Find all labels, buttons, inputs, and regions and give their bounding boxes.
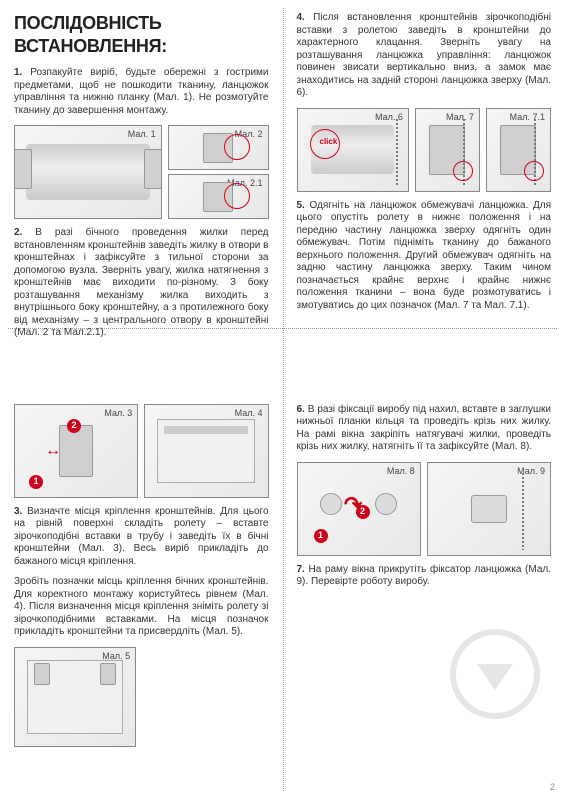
badge-2: 2 — [67, 419, 81, 433]
step-4-num: 4. — [297, 12, 305, 23]
step-4-text: 4. Після встановлення кронштейнів зірочк… — [297, 12, 552, 100]
illus-7-1: Мал. 7.1 — [486, 108, 551, 192]
illus-row-1: Мал. 1 Мал. 2 Мал. 2.1 — [14, 125, 269, 219]
step-1-body: Розпакуйте виріб, будьте обережні з гост… — [14, 67, 269, 116]
illus-1-label: Мал. 1 — [128, 129, 156, 140]
illus-4: Мал. 4 — [144, 404, 268, 498]
step-5-text: 5. Одягніть на ланцюжок обмежувачі ланцю… — [297, 200, 552, 313]
fixator-graphic — [471, 495, 507, 523]
bracket-left — [14, 149, 32, 189]
illus-7: Мал. 7 — [415, 108, 480, 192]
frame-graphic — [157, 419, 255, 483]
illus-3-label: Мал. 3 — [104, 408, 132, 419]
frame-graphic — [27, 660, 123, 734]
step-1-text: 1. Розпакуйте виріб, будьте обережні з г… — [14, 67, 269, 117]
circle-mark — [453, 161, 473, 181]
illus-8-label: Мал. 8 — [387, 466, 415, 477]
illus-6: Мал. 6 click — [297, 108, 409, 192]
step-2-text: 2. В разі бічного проведення жилки перед… — [14, 227, 269, 340]
quadrant-top-right: 4. Після встановлення кронштейнів зірочк… — [283, 0, 565, 392]
step-6-body: В разі фіксації виробу під нахил, вставт… — [297, 404, 552, 453]
illus-9: Мал. 9 — [427, 462, 551, 556]
illus-4-label: Мал. 4 — [235, 408, 263, 419]
step-6-num: 6. — [297, 404, 305, 415]
illus-5: Мал. 5 — [14, 647, 136, 747]
bracket-right — [144, 149, 162, 189]
rail-graphic — [164, 426, 248, 434]
ring-graphic — [375, 493, 397, 515]
illus-1: Мал. 1 — [14, 125, 162, 219]
arrow-icon: ↔ — [45, 441, 61, 461]
step-7-body: На раму вікна прикрутіть фіксатор ланцюж… — [297, 564, 552, 588]
illus-6-label: Мал. 6 — [375, 112, 403, 123]
step-5-body: Одягніть на ланцюжок обмежувачі ланцюжка… — [297, 200, 552, 311]
circle-mark — [224, 183, 250, 209]
illus-71-label: Мал. 7.1 — [510, 112, 545, 123]
quadrant-bottom-left: Мал. 3 ↔ 1 2 Мал. 4 3. Визначте місця кр… — [0, 392, 283, 799]
ring-graphic — [320, 493, 342, 515]
step-2-num: 2. — [14, 227, 22, 238]
quadrant-bottom-right: 6. В разі фіксації виробу під нахил, вст… — [283, 392, 565, 799]
quadrant-top-left: ПОСЛІДОВНІСТЬ ВСТАНОВЛЕННЯ: 1. Розпакуйт… — [0, 0, 283, 392]
illus-2-1: Мал. 2.1 — [168, 174, 269, 219]
chain-graphic — [396, 119, 398, 186]
step-2-body: В разі бічного проведення жилки перед вс… — [14, 227, 269, 338]
illus-7-label: Мал. 7 — [446, 112, 474, 123]
circle-mark — [524, 161, 544, 181]
circle-mark — [310, 129, 340, 159]
step-3b-text: Зробіть позначки місць кріплення бічних … — [14, 576, 269, 639]
illus-3: Мал. 3 ↔ 1 2 — [14, 404, 138, 498]
badge-1: 1 — [314, 529, 328, 543]
illus-row-5: Мал. 5 — [14, 647, 269, 747]
mech-graphic — [26, 144, 150, 199]
badge-2: 2 — [356, 505, 370, 519]
illus-row-8: Мал. 8 ↷ 1 2 Мал. 9 — [297, 462, 552, 556]
bracket-graphic — [34, 663, 50, 685]
step-7-num: 7. — [297, 564, 305, 575]
step-3a-text: 3. Визначте місця кріплення кронштейнів.… — [14, 506, 269, 569]
step-3a-body: Визначте місця кріплення кронштейнів. Дл… — [14, 506, 269, 567]
illus-2: Мал. 2 — [168, 125, 269, 170]
watermark-icon — [450, 629, 540, 719]
step-4-body: Після встановлення кронштейнів зірочкопо… — [297, 12, 552, 98]
page-title: ПОСЛІДОВНІСТЬ ВСТАНОВЛЕННЯ: — [14, 12, 269, 57]
step-5-num: 5. — [297, 200, 305, 211]
illus-8: Мал. 8 ↷ 1 2 — [297, 462, 421, 556]
step-7-text: 7. На раму вікна прикрутіть фіксатор лан… — [297, 564, 552, 589]
step-6-text: 6. В разі фіксації виробу під нахил, вст… — [297, 404, 552, 454]
bracket-graphic — [100, 663, 116, 685]
illus-row-3: Мал. 3 ↔ 1 2 Мал. 4 — [14, 404, 269, 498]
step-1-num: 1. — [14, 67, 22, 78]
badge-1: 1 — [29, 475, 43, 489]
illus-row-4: Мал. 6 click Мал. 7 Мал. 7.1 — [297, 108, 552, 192]
chain-graphic — [522, 473, 524, 550]
step-3-num: 3. — [14, 506, 22, 517]
circle-mark — [224, 134, 250, 160]
page-number: 2 — [550, 782, 555, 793]
